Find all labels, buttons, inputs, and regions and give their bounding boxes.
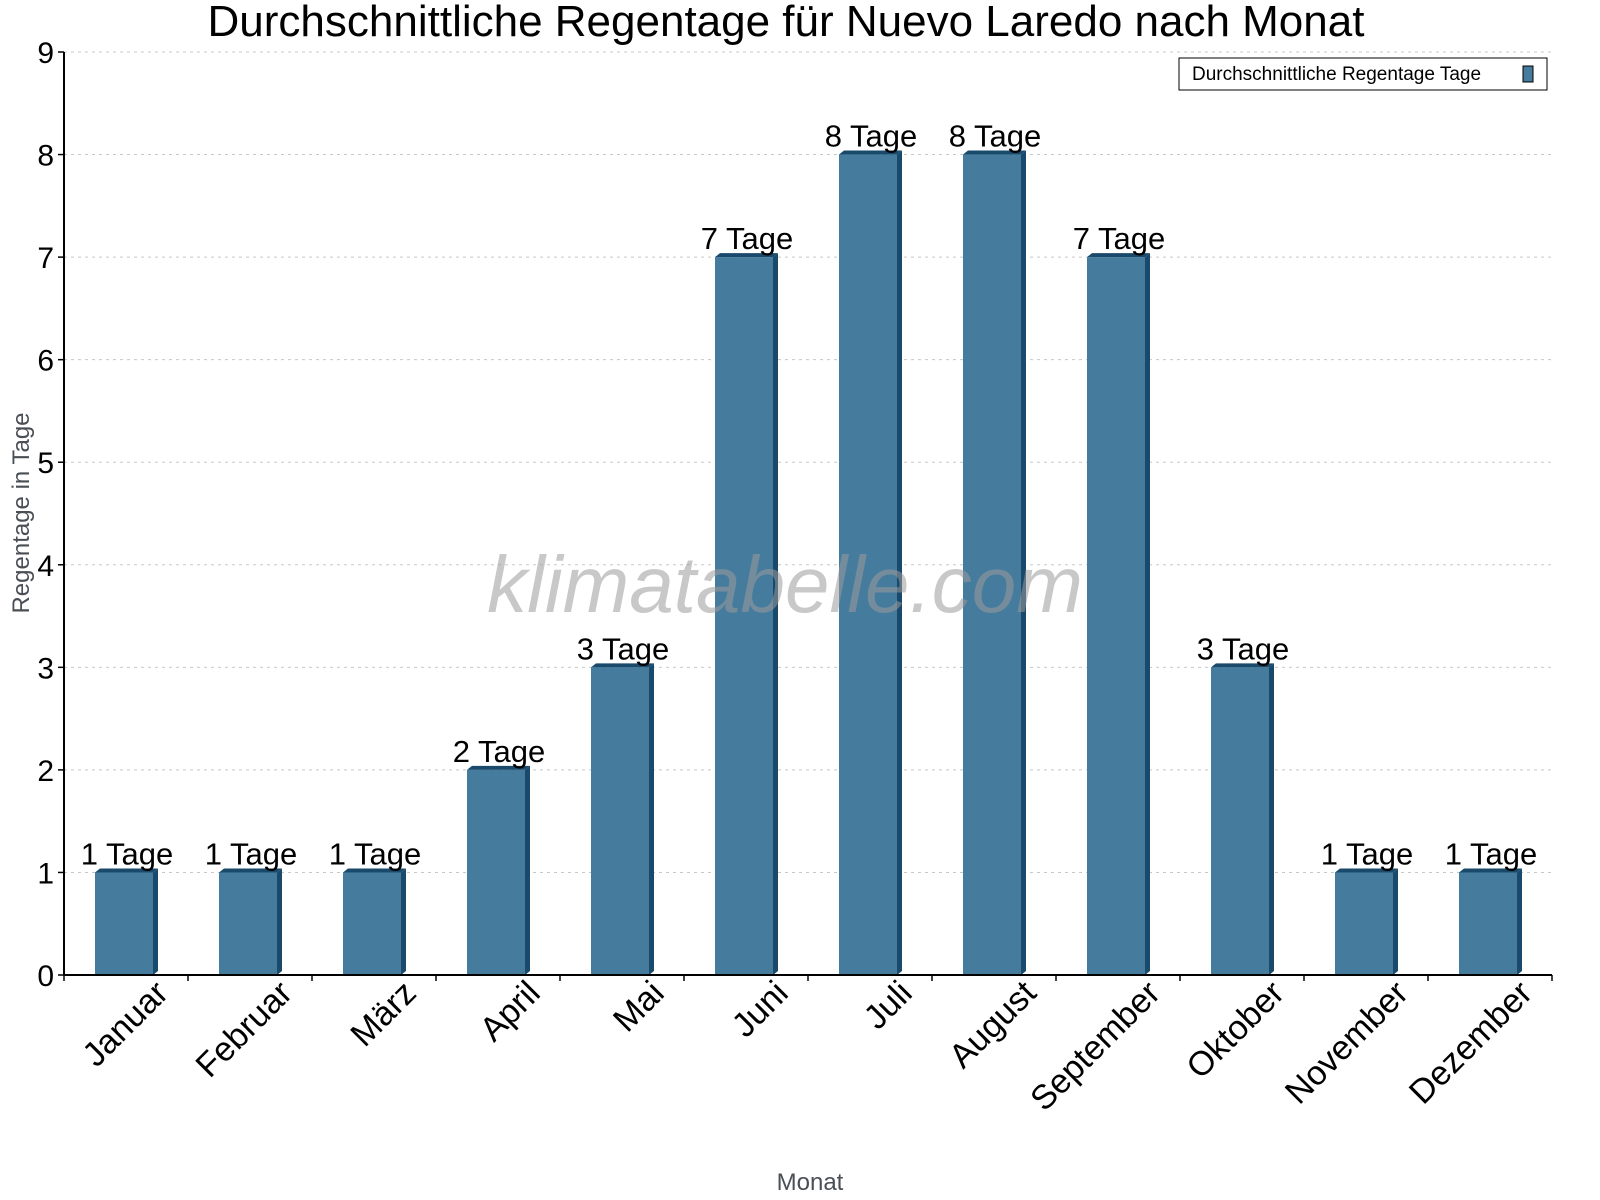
bar-front [1211,667,1269,975]
bar-side [525,765,530,975]
bar-front [95,872,153,975]
data-label: 8 Tage [825,119,918,154]
bar-februar [219,868,282,975]
x-tick-label: Februar [189,974,300,1085]
x-tick-label: August [942,973,1044,1075]
bar-top [1211,663,1274,668]
bar-side [897,150,902,976]
x-axis-title: Monat [777,1169,844,1196]
bar-side [773,253,778,976]
bar-side [649,663,654,975]
data-label: 1 Tage [329,836,422,871]
data-label: 1 Tage [1445,836,1538,871]
data-label: 3 Tage [577,631,670,666]
y-tick-label: 5 [37,447,54,480]
bar-top [1459,868,1522,873]
x-tick-label: Dezember [1402,974,1540,1112]
legend-swatch [1522,65,1534,83]
y-axis-ticks: 0 1 2 3 4 5 6 7 8 9 [37,37,64,993]
bar-top [591,663,654,668]
y-tick-label: 7 [37,242,54,275]
x-tick-label: November [1278,974,1416,1112]
legend-box [1178,57,1548,91]
bar-august [963,150,1026,976]
bar-november [1335,868,1398,975]
bar-front [219,872,277,975]
data-label: 1 Tage [81,836,174,871]
data-label: 3 Tage [1197,631,1290,666]
x-tick-label: Juni [725,974,796,1045]
watermark: klimatabelle.com [487,540,1083,629]
bar-juli [839,150,902,976]
bar-juni [715,253,778,976]
bar-front [1335,872,1393,975]
bar-front [839,154,897,976]
y-axis-title: Regentage in Tage [8,412,35,613]
bar-front [1459,872,1517,975]
y-tick-label: 1 [37,857,54,890]
bar-april [467,765,530,975]
y-tick-label: 4 [37,550,54,583]
bar-top [839,150,902,155]
bar-top [715,253,778,258]
x-tick-label: April [473,974,548,1049]
x-axis-ticks: Januar Februar März April Mai Juni Juli AugustS… [63,973,1553,1118]
data-label: 1 Tage [1321,836,1414,871]
gridlines [64,51,1552,873]
bar-märz [343,868,406,975]
bar-top [219,868,282,873]
bar-mai [591,663,654,975]
data-labels: 1 Tage 1 Tage 1 Tage 2 Tage 3 Tage 7 Tage 8 Ta… [81,119,1538,872]
y-tick-label: 8 [37,140,54,173]
y-tick-label: 9 [37,37,54,70]
data-label: 7 Tage [1073,221,1166,256]
bar-side [401,868,406,975]
bar-september [1087,253,1150,976]
bar-front [963,154,1021,976]
legend-label: Durchschnittliche Regentage Tage [1192,64,1481,85]
data-label: 7 Tage [701,221,794,256]
y-tick-label: 2 [37,755,54,788]
x-tick-label: Januar [75,974,175,1074]
bar-front [715,257,773,976]
bar-front [1087,257,1145,976]
bar-top [467,765,530,770]
bar-side [1021,150,1026,976]
bar-side [1517,868,1522,975]
bar-side [1393,868,1398,975]
x-tick-label: September [1023,974,1167,1118]
bar-side [153,868,158,975]
bar-side [1145,253,1150,976]
bar-dezember [1459,868,1522,975]
bar-side [1269,663,1274,975]
data-label: 2 Tage [453,734,546,769]
legend: Durchschnittliche Regentage Tage [1178,57,1548,91]
x-tick-label: Mai [606,974,672,1040]
data-label: 1 Tage [205,836,298,871]
data-label: 8 Tage [949,119,1042,154]
x-tick-label: März [343,974,423,1054]
bar-top [963,150,1026,155]
x-tick-label: Oktober [1179,974,1291,1086]
bar-side [277,868,282,975]
bar-oktober [1211,663,1274,975]
bars [95,150,1522,976]
bar-top [343,868,406,873]
y-tick-label: 0 [37,960,54,993]
bar-top [1335,868,1398,873]
bar-front [591,667,649,975]
bar-top [1087,253,1150,258]
bar-front [343,872,401,975]
bar-top [95,868,158,873]
chart-title: Durchschnittliche Regentage für Nuevo La… [208,0,1365,46]
bar-januar [95,868,158,975]
bar-front [467,769,525,975]
y-tick-label: 3 [37,652,54,685]
y-tick-label: 6 [37,345,54,378]
x-tick-label: Juli [857,974,920,1037]
